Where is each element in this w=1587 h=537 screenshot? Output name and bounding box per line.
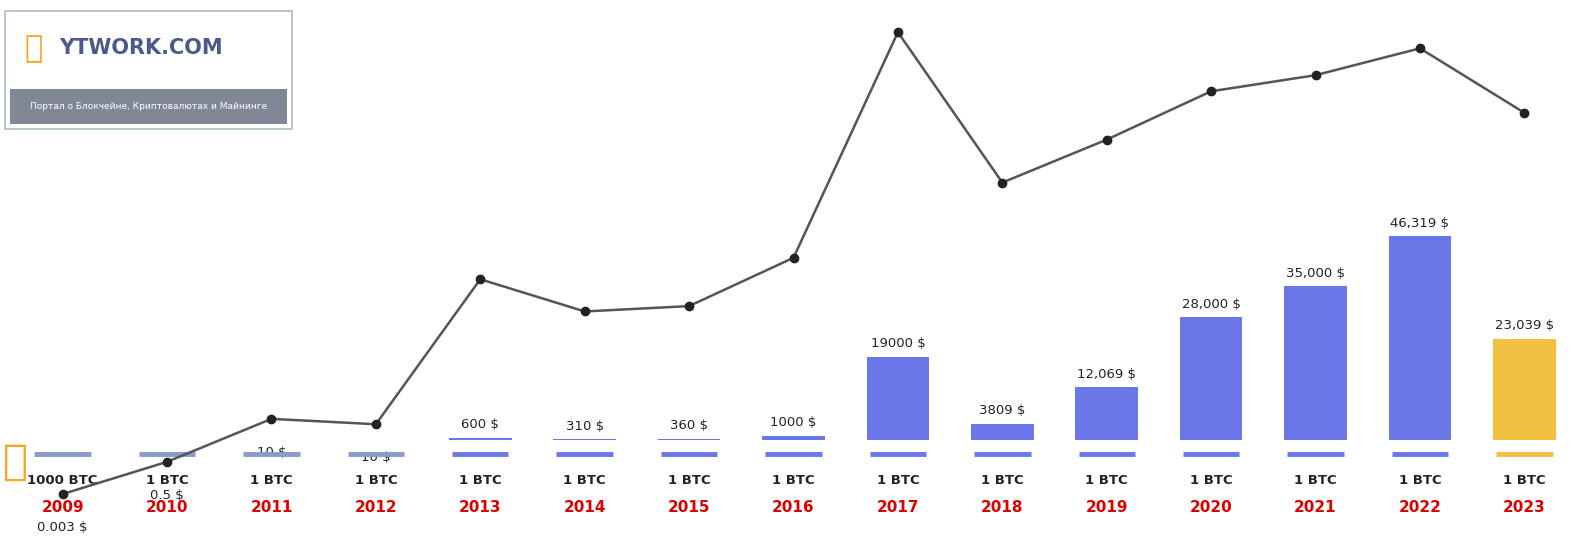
Text: 12,069 $: 12,069 $ [1078,368,1136,381]
Text: 2013: 2013 [459,500,501,515]
Text: 2016: 2016 [773,500,814,515]
Text: 2020: 2020 [1190,500,1233,515]
Text: ₿: ₿ [24,34,43,63]
Text: 1 BTC: 1 BTC [876,474,919,487]
Bar [1076,387,1138,440]
Text: 0.5 $: 0.5 $ [151,489,184,502]
Bar [867,357,930,440]
Text: 600 $: 600 $ [462,418,500,431]
Bar [971,424,1033,440]
Bar [1389,236,1451,440]
Text: 35,000 $: 35,000 $ [1285,267,1346,280]
Bar [657,439,720,440]
Text: 1000 BTC: 1000 BTC [27,474,98,487]
Text: 1 BTC: 1 BTC [668,474,711,487]
Text: 2017: 2017 [876,500,919,515]
Text: 1 BTC: 1 BTC [563,474,606,487]
Text: 2021: 2021 [1295,500,1336,515]
Text: 2012: 2012 [354,500,397,515]
Bar [1493,339,1555,440]
Text: 2011: 2011 [251,500,292,515]
Text: Портал о Блокчейне, Криптовалютах и Майнинге: Портал о Блокчейне, Криптовалютах и Майн… [30,101,267,111]
Text: YTWORK.COM: YTWORK.COM [60,38,224,59]
Bar [554,439,616,440]
Text: 2023: 2023 [1503,500,1546,515]
FancyBboxPatch shape [5,11,292,129]
Text: 1 BTC: 1 BTC [1086,474,1128,487]
Text: 1 BTC: 1 BTC [459,474,501,487]
Text: 46,319 $: 46,319 $ [1390,217,1449,230]
Text: 3809 $: 3809 $ [979,404,1025,417]
Text: 1 BTC: 1 BTC [251,474,292,487]
Text: 2010: 2010 [146,500,189,515]
Text: ₿: ₿ [3,441,29,483]
Bar [449,438,511,440]
Text: 2018: 2018 [981,500,1024,515]
Text: 19000 $: 19000 $ [871,337,925,350]
Text: 1 BTC: 1 BTC [1503,474,1546,487]
Text: 23,039 $: 23,039 $ [1495,320,1554,332]
Text: 1 BTC: 1 BTC [1190,474,1233,487]
Bar [1179,317,1243,440]
Text: 1 BTC: 1 BTC [354,474,397,487]
Bar [762,436,825,440]
Text: 2022: 2022 [1398,500,1441,515]
Text: 10 $: 10 $ [257,446,286,459]
Text: 0.003 $: 0.003 $ [38,521,87,534]
Text: 28,000 $: 28,000 $ [1182,297,1241,310]
Text: 1 BTC: 1 BTC [773,474,814,487]
Text: 1 BTC: 1 BTC [981,474,1024,487]
Text: 2014: 2014 [563,500,606,515]
Text: 2019: 2019 [1086,500,1128,515]
Text: 310 $: 310 $ [565,419,603,432]
Text: 1 BTC: 1 BTC [1295,474,1336,487]
Text: 1 BTC: 1 BTC [1398,474,1441,487]
FancyBboxPatch shape [11,89,287,124]
Text: 1000 $: 1000 $ [770,417,817,430]
Text: 1 BTC: 1 BTC [146,474,189,487]
Text: 360 $: 360 $ [670,419,708,432]
Text: 2015: 2015 [668,500,711,515]
Text: 10 $: 10 $ [362,451,390,464]
Bar [1284,286,1347,440]
Text: 2009: 2009 [41,500,84,515]
